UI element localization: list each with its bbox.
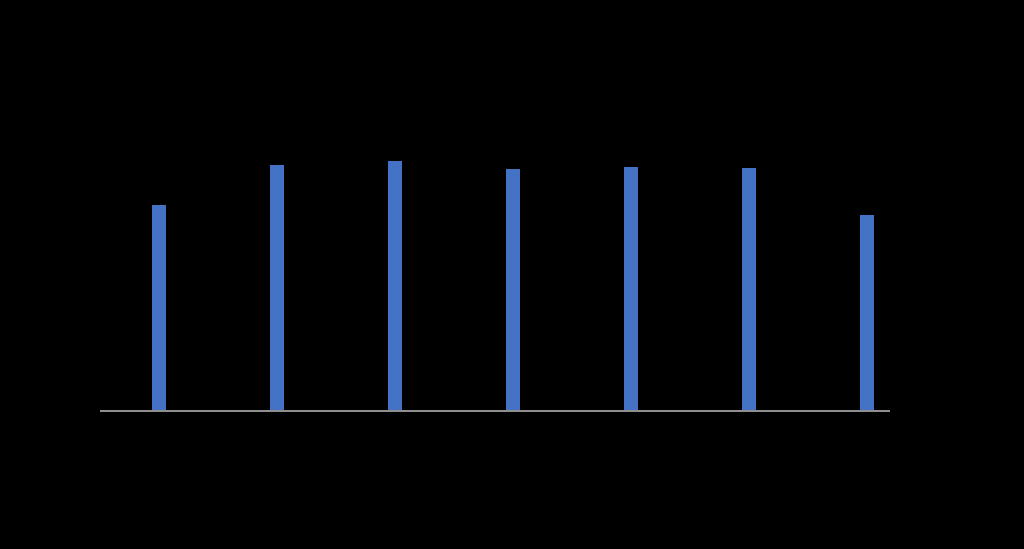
bar-7 [860, 215, 874, 410]
x-axis-line [100, 410, 890, 412]
bar-4 [506, 169, 520, 410]
bar-chart [100, 70, 890, 410]
bar-2 [270, 165, 284, 410]
bar-3 [388, 161, 402, 410]
bar-6 [742, 168, 756, 410]
bar-5 [624, 167, 638, 410]
bar-1 [152, 205, 166, 410]
